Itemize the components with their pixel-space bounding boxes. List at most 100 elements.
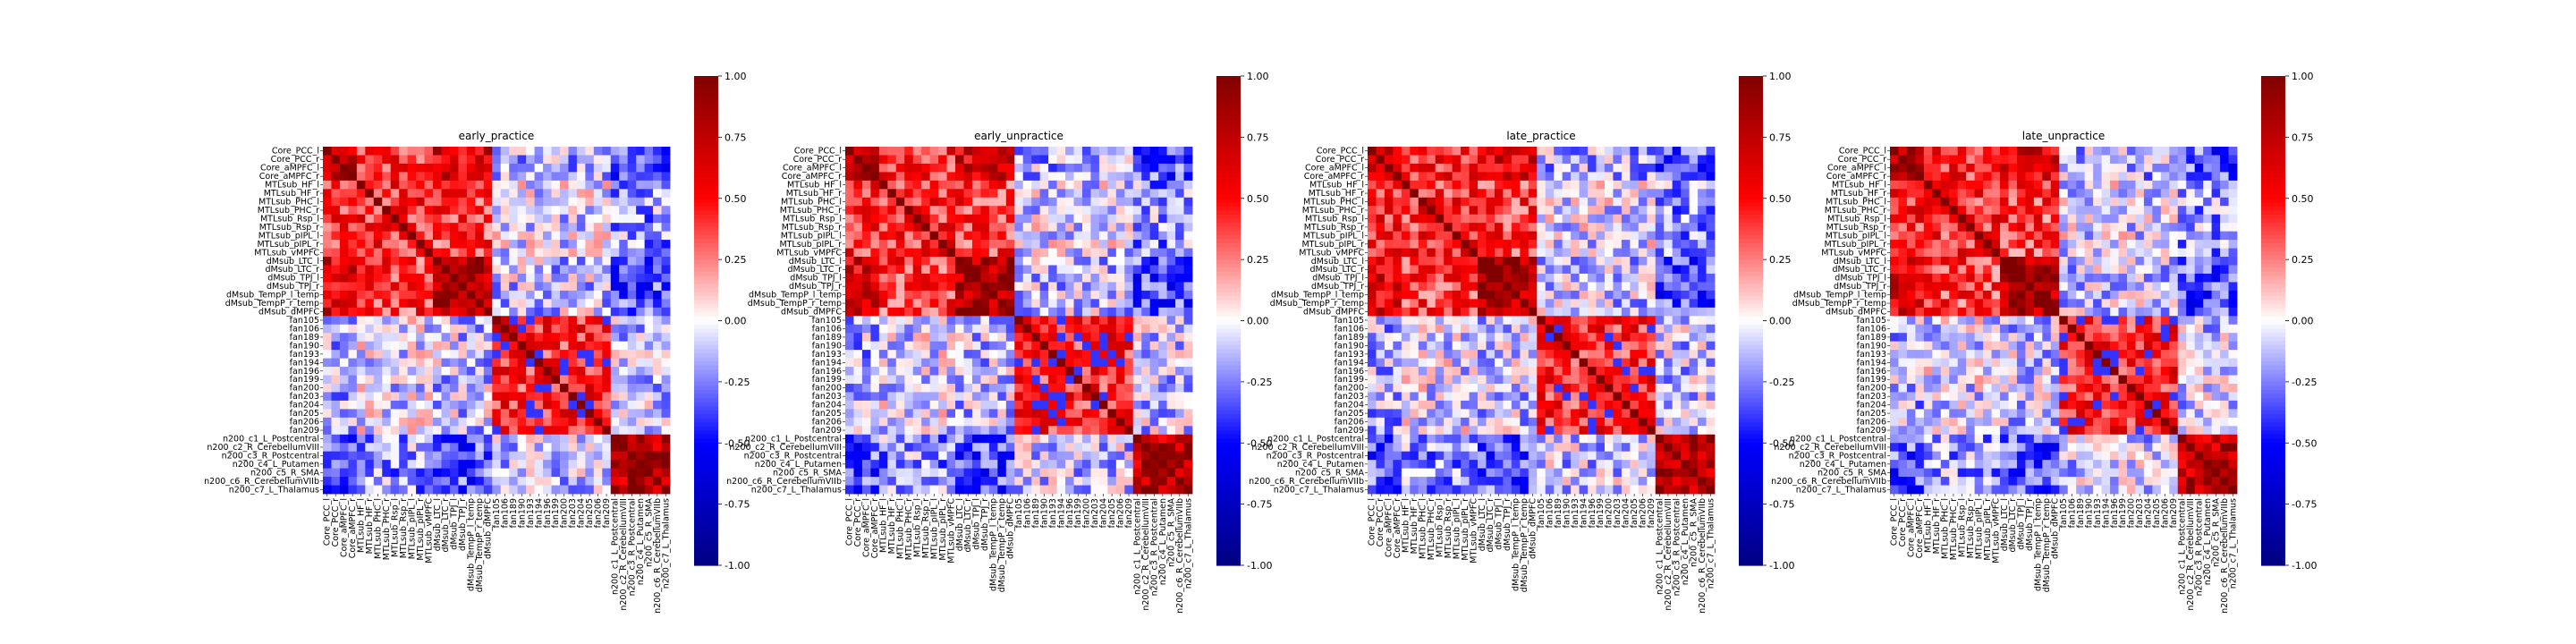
heatmap-cell <box>1427 163 1436 173</box>
heatmap-cell <box>551 333 561 343</box>
heatmap-cell <box>644 451 654 461</box>
heatmap-cell <box>323 257 332 266</box>
heatmap-cell <box>921 400 931 410</box>
heatmap-cell <box>1158 341 1168 351</box>
heatmap-cell <box>1571 180 1580 190</box>
colorbar-segment <box>694 267 718 273</box>
heatmap-cell <box>339 248 349 258</box>
heatmap-cell <box>593 180 603 190</box>
x-tick-label: Core_PCC_r <box>331 498 341 547</box>
heatmap-cell <box>1183 460 1193 470</box>
heatmap-cell <box>585 147 595 156</box>
heatmap-cell <box>1107 273 1117 283</box>
heatmap-cell <box>1090 307 1100 317</box>
heatmap-cell <box>526 443 535 453</box>
heatmap-cell <box>1048 417 1057 427</box>
heatmap-cell <box>1158 350 1168 359</box>
heatmap-cell <box>1554 214 1563 224</box>
heatmap-cell <box>323 477 332 486</box>
heatmap-cell <box>627 273 637 283</box>
heatmap-cell <box>1149 180 1159 190</box>
heatmap-cell <box>356 180 366 190</box>
heatmap-cell <box>619 206 629 216</box>
heatmap-cell <box>390 172 400 182</box>
heatmap-cell <box>895 417 905 427</box>
heatmap-cell <box>348 282 358 292</box>
heatmap-cell <box>348 299 358 309</box>
colorbar-segment <box>694 247 718 252</box>
heatmap-cell <box>1681 240 1690 249</box>
heatmap-cell <box>1115 299 1125 309</box>
heatmap-cell <box>1098 299 1108 309</box>
heatmap-cell <box>1376 214 1385 224</box>
heatmap-cell <box>1621 223 1631 233</box>
heatmap-cell <box>853 333 863 343</box>
heatmap-cell <box>1158 273 1168 283</box>
heatmap-cell <box>517 324 527 334</box>
heatmap-cell <box>475 299 485 309</box>
heatmap-cell <box>1545 341 1555 351</box>
heatmap-cell <box>887 231 897 241</box>
heatmap-cell <box>963 265 973 275</box>
heatmap-cell <box>1376 257 1385 266</box>
heatmap-cell <box>1554 223 1563 233</box>
heatmap-cell <box>1452 341 1462 351</box>
heatmap-cell <box>323 172 332 182</box>
heatmap-cell <box>551 375 561 385</box>
heatmap-cell <box>1141 248 1151 258</box>
heatmap-cell <box>1005 197 1015 207</box>
heatmap-cell <box>1048 223 1057 233</box>
heatmap-cell <box>1098 358 1108 368</box>
heatmap-cell <box>433 358 442 368</box>
colorbar-segment <box>694 316 718 322</box>
heatmap-cell <box>585 468 595 478</box>
heatmap-cell <box>988 426 998 436</box>
heatmap-cell <box>348 434 358 444</box>
heatmap-cell <box>1579 189 1589 199</box>
heatmap-cell <box>1689 341 1699 351</box>
heatmap-cell <box>1494 257 1504 266</box>
heatmap-cell <box>1545 282 1555 292</box>
heatmap-cell <box>1613 350 1623 359</box>
heatmap-cell <box>509 358 519 368</box>
heatmap-cell <box>356 434 366 444</box>
heatmap-cell <box>1175 223 1184 233</box>
heatmap-cell <box>466 367 476 376</box>
heatmap-cell <box>619 240 629 249</box>
heatmap-cell <box>593 358 603 368</box>
heatmap-cell <box>1537 350 1546 359</box>
heatmap-cell <box>929 290 939 300</box>
heatmap-cell <box>1022 172 1032 182</box>
heatmap-cell <box>517 417 527 427</box>
heatmap-cell <box>1554 282 1563 292</box>
heatmap-cell <box>407 223 417 233</box>
heatmap-cell <box>1410 257 1419 266</box>
heatmap-cell <box>1132 223 1142 233</box>
heatmap-cell <box>929 273 939 283</box>
heatmap-cell <box>1132 180 1142 190</box>
heatmap-cell <box>1115 197 1125 207</box>
heatmap-cell <box>1090 477 1100 486</box>
heatmap-cell <box>365 206 375 216</box>
heatmap-cell <box>627 257 637 266</box>
heatmap-cell <box>382 214 392 224</box>
heatmap-cell <box>331 223 341 233</box>
heatmap-cell <box>1554 324 1563 334</box>
heatmap-cell <box>543 282 552 292</box>
heatmap-cell <box>475 400 485 410</box>
heatmap-cell <box>1048 240 1057 249</box>
heatmap-cell <box>636 214 646 224</box>
heatmap-cell <box>559 443 569 453</box>
heatmap-cell <box>602 460 612 470</box>
heatmap-cell <box>1048 358 1057 368</box>
heatmap-cell <box>407 341 417 351</box>
heatmap-cell <box>619 290 629 300</box>
heatmap-cell <box>1039 324 1049 334</box>
heatmap-cell <box>997 189 1007 199</box>
heatmap-cell <box>1039 299 1049 309</box>
heatmap-cell <box>929 375 939 385</box>
heatmap-cell <box>1698 155 1707 165</box>
heatmap-cell <box>373 147 383 156</box>
heatmap-cell <box>853 426 863 436</box>
heatmap-cell <box>568 417 578 427</box>
